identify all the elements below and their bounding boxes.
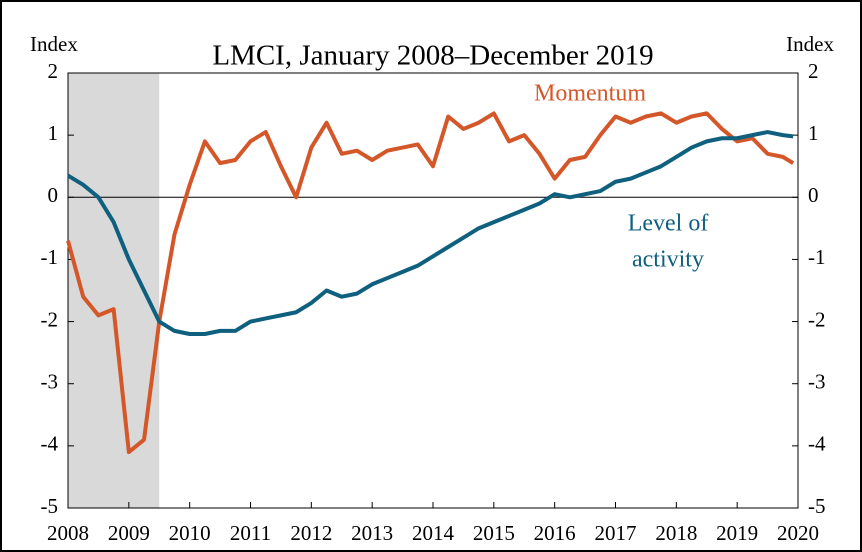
y-tick-label: -3: [41, 370, 59, 394]
y-tick-label: -4: [41, 432, 59, 456]
x-tick-label: 2013: [351, 521, 393, 545]
x-tick-label: 2018: [655, 521, 697, 545]
y-tick-label: 0: [48, 183, 59, 207]
x-tick-label: 2015: [473, 521, 515, 545]
x-tick-label: 2008: [47, 521, 89, 545]
y2-tick-label: 2: [808, 59, 819, 83]
x-tick-label: 2017: [595, 521, 637, 545]
y2-tick-label: -4: [808, 432, 826, 456]
chart-title: LMCI, January 2008–December 2019: [212, 40, 653, 72]
y-tick-label: 2: [48, 59, 59, 83]
x-tick-label: 2020: [777, 521, 819, 545]
x-tick-label: 2010: [169, 521, 211, 545]
x-tick-label: 2012: [290, 521, 332, 545]
series-line: [66, 111, 795, 455]
y-tick-label: 1: [48, 121, 59, 145]
series-line: [66, 130, 794, 336]
x-tick-label: 2009: [108, 521, 150, 545]
x-tick-label: 2019: [716, 521, 758, 545]
y-tick-label: -1: [41, 245, 59, 269]
y2-axis-label: Index: [786, 32, 834, 56]
y2-tick-label: 1: [808, 121, 819, 145]
x-tick-label: 2016: [534, 521, 576, 545]
y2-tick-label: -1: [808, 245, 826, 269]
y2-tick-label: 0: [808, 183, 819, 207]
series-annotation: Momentum: [534, 81, 646, 107]
y2-tick-label: -2: [808, 307, 826, 331]
x-tick-label: 2014: [412, 521, 455, 545]
series-annotation: activity: [632, 247, 704, 273]
y-tick-label: -5: [41, 494, 59, 518]
y2-tick-label: -5: [808, 494, 826, 518]
y-axis-label: Index: [30, 32, 78, 56]
y-tick-label: -2: [41, 307, 59, 331]
y2-tick-label: -3: [808, 370, 826, 394]
x-tick-label: 2011: [230, 521, 271, 545]
series-annotation: Level of: [628, 211, 709, 237]
